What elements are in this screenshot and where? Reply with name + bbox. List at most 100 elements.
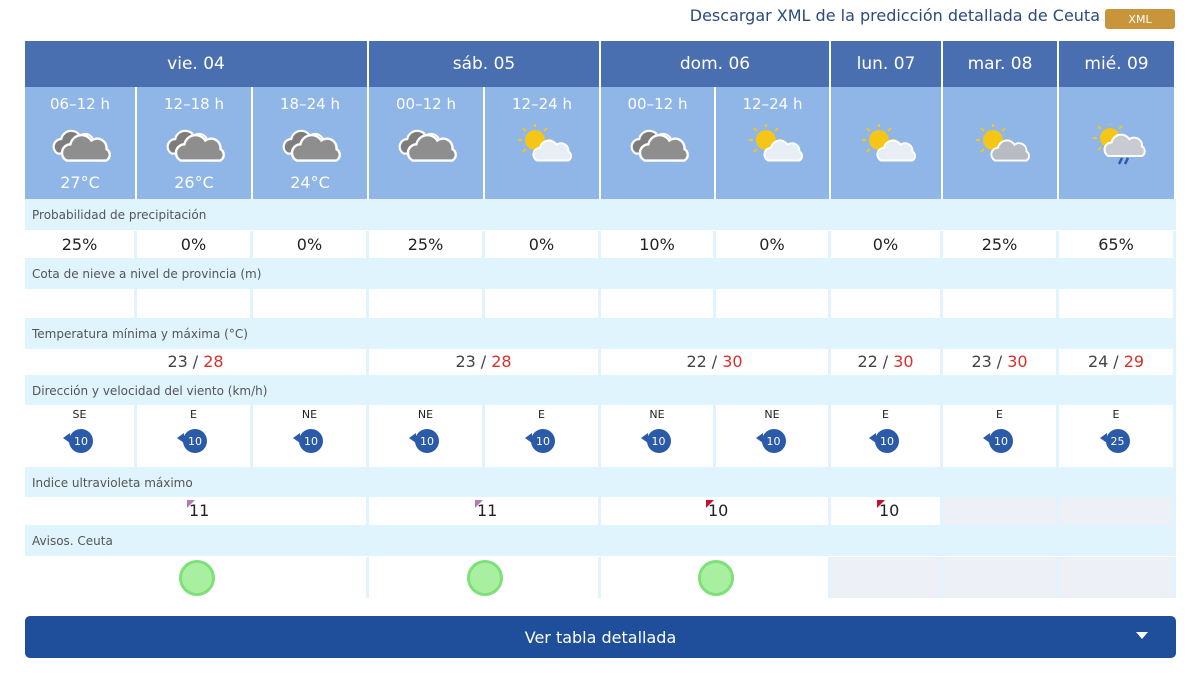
wind-arrow [1099,433,1107,443]
uv-marker [877,500,885,508]
weather-icon [398,129,457,162]
weather-icon [166,129,225,162]
temp-max: 30 [893,352,914,371]
temp-cell: 22/30 [831,349,943,375]
weather-icon [52,129,111,162]
snow-cell [369,289,485,318]
button-label: Ver tabla detallada [524,627,677,647]
precip-cell: 0% [253,231,369,258]
wind-direction: NE [649,408,665,421]
aviso-indicator [467,560,503,596]
temp-max: 28 [203,352,224,371]
temp-max: 29 [1123,352,1145,371]
snow-cell [716,289,831,318]
snow-cell [601,289,716,318]
wind-arrow [409,433,416,443]
temp-min: 24 [1087,352,1109,371]
weather-icon [282,129,341,162]
aviso-indicator [179,560,215,596]
temp-min: 23 [167,352,188,371]
wind-arrow [63,433,70,443]
wind-speed: 10 [415,429,439,453]
temp-cell: 23/28 [25,349,369,375]
precip-value: 10% [639,235,675,254]
temp-values: 24/29 [1059,352,1173,371]
day-header: sáb. 05 [369,41,601,87]
wind-direction: E [538,408,545,421]
weather-icon [862,124,916,162]
temp-max: 30 [722,352,743,371]
uv-value: 10 [879,501,900,520]
xml-link[interactable]: Descargar XML de la predicción detallada… [689,6,1100,25]
period-label: 18–24 h [280,95,340,113]
precip-value: 0% [528,235,555,254]
period-temp: 24°C [290,173,330,192]
uv-cell [943,497,1059,525]
uv-cell: 10 [601,497,831,525]
uv-marker [706,500,714,508]
temp-min: 23 [971,352,992,371]
xml-badge[interactable]: XML [1105,9,1175,29]
precip-cell: 0% [831,231,943,258]
temp-values: 22/30 [831,352,940,371]
wind-speed: 10 [69,429,93,453]
wind-arrow [293,433,300,443]
weather-icon [748,124,803,162]
snow-cell [137,289,253,318]
snow-cell [253,289,369,318]
wind-arrow [525,433,532,443]
wind-cell: NE 10 [601,405,716,467]
temp-separator: / [1113,352,1119,371]
period-temp: 26°C [174,173,214,192]
wind-direction: NE [417,408,434,421]
weather-icon [1092,124,1146,165]
precip-cell: 65% [1059,231,1176,258]
wind-cell: SE 10 [25,405,137,467]
temp-cell: 24/29 [1059,349,1176,375]
weather-icon [518,124,572,162]
temp-min: 23 [455,352,476,371]
wind-speed: 10 [989,429,1013,453]
row-label: Probabilidad de precipitación [25,199,1176,230]
detail-button[interactable]: Ver tabla detallada [25,616,1176,658]
temp-separator: / [711,352,718,371]
temp-max: 30 [1007,352,1028,371]
uv-cell [1059,497,1176,525]
uv-value: 11 [189,501,210,520]
temp-separator: / [882,352,889,371]
precip-cell: 0% [716,231,831,258]
precip-value: 25% [981,235,1018,254]
snow-cell [1059,289,1176,318]
temp-values: 23/28 [25,352,366,371]
weather-icon [630,129,689,162]
snow-cell [831,289,943,318]
day-header: dom. 06 [601,41,831,87]
precip-cell: 0% [485,231,601,258]
day-header: vie. 04 [25,41,369,87]
precip-cell: 25% [369,231,485,258]
temp-min: 22 [857,352,878,371]
temp-separator: / [192,352,199,371]
wind-arrow [869,433,876,443]
row-label: Avisos. Ceuta [25,525,1176,556]
wind-speed: 10 [183,429,207,453]
wind-arrow [640,433,648,443]
temp-cell: 23/30 [943,349,1059,375]
period-temp: 27°C [60,173,100,192]
wind-direction: NE [301,408,318,421]
temp-min: 22 [686,352,707,371]
wind-arrow [177,433,184,443]
temp-values: 22/30 [601,352,828,371]
wind-cell: NE 10 [369,405,485,467]
weather-icon [976,124,1030,162]
temp-values: 23/30 [943,352,1056,371]
wind-direction: SE [72,408,87,421]
wind-direction: E [882,408,889,421]
wind-speed: 10 [646,429,671,453]
wind-cell: E 10 [831,405,943,467]
uv-cell: 10 [831,497,943,525]
wind-arrow [983,433,990,443]
period-label: 12–18 h [164,95,224,113]
wind-direction: E [996,408,1003,421]
